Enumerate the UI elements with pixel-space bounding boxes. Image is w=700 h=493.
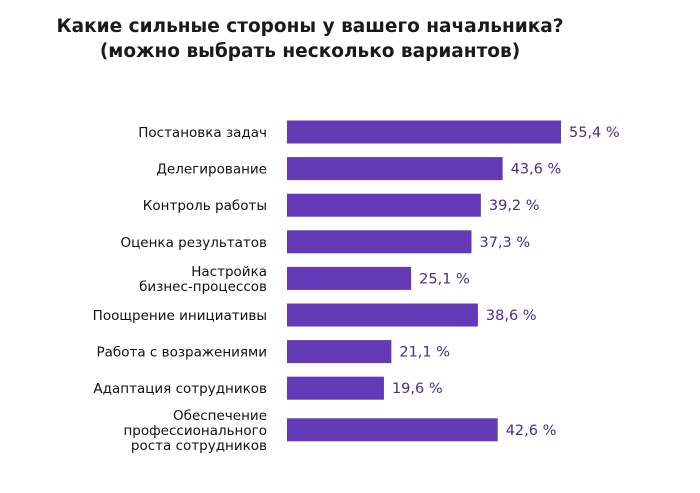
category-label: Настройка	[191, 264, 267, 280]
category-label: Оценка результатов	[120, 235, 267, 251]
category-label: Делегирование	[156, 162, 267, 178]
chart-subtitle: (можно выбрать несколько вариантов)	[99, 41, 521, 62]
data-label: 39,2 %	[489, 198, 540, 214]
data-label: 42,6 %	[506, 423, 557, 439]
category-label: профессионального	[123, 423, 267, 439]
data-label: 25,1 %	[419, 271, 470, 287]
data-label: 38,6 %	[486, 308, 537, 324]
data-label: 19,6 %	[392, 381, 443, 397]
data-label: 55,4 %	[569, 125, 620, 141]
data-label: 37,3 %	[479, 235, 530, 251]
category-label: Постановка задач	[138, 125, 267, 141]
chart-title-main: Какие сильные стороны у вашего начальник…	[56, 16, 564, 37]
bar	[287, 157, 503, 181]
data-label: 21,1 %	[399, 345, 450, 361]
category-label: бизнес-процессов	[139, 279, 267, 295]
bar	[287, 193, 481, 217]
bar	[287, 376, 384, 400]
category-label: Обеспечение	[173, 408, 267, 424]
chart-title: Какие сильные стороны у вашего начальник…	[0, 14, 620, 64]
bar	[287, 418, 498, 442]
data-label: 43,6 %	[511, 162, 562, 178]
bar	[287, 230, 472, 254]
bar	[287, 303, 478, 327]
bar	[287, 120, 561, 144]
category-label: Адаптация сотрудников	[93, 381, 267, 397]
bar	[287, 340, 392, 364]
category-label: роста сотрудников	[131, 438, 267, 454]
bar	[287, 266, 412, 290]
category-label: Контроль работы	[143, 198, 267, 214]
category-label: Работа с возражениями	[96, 345, 267, 361]
category-label: Поощрение инициативы	[93, 308, 267, 324]
